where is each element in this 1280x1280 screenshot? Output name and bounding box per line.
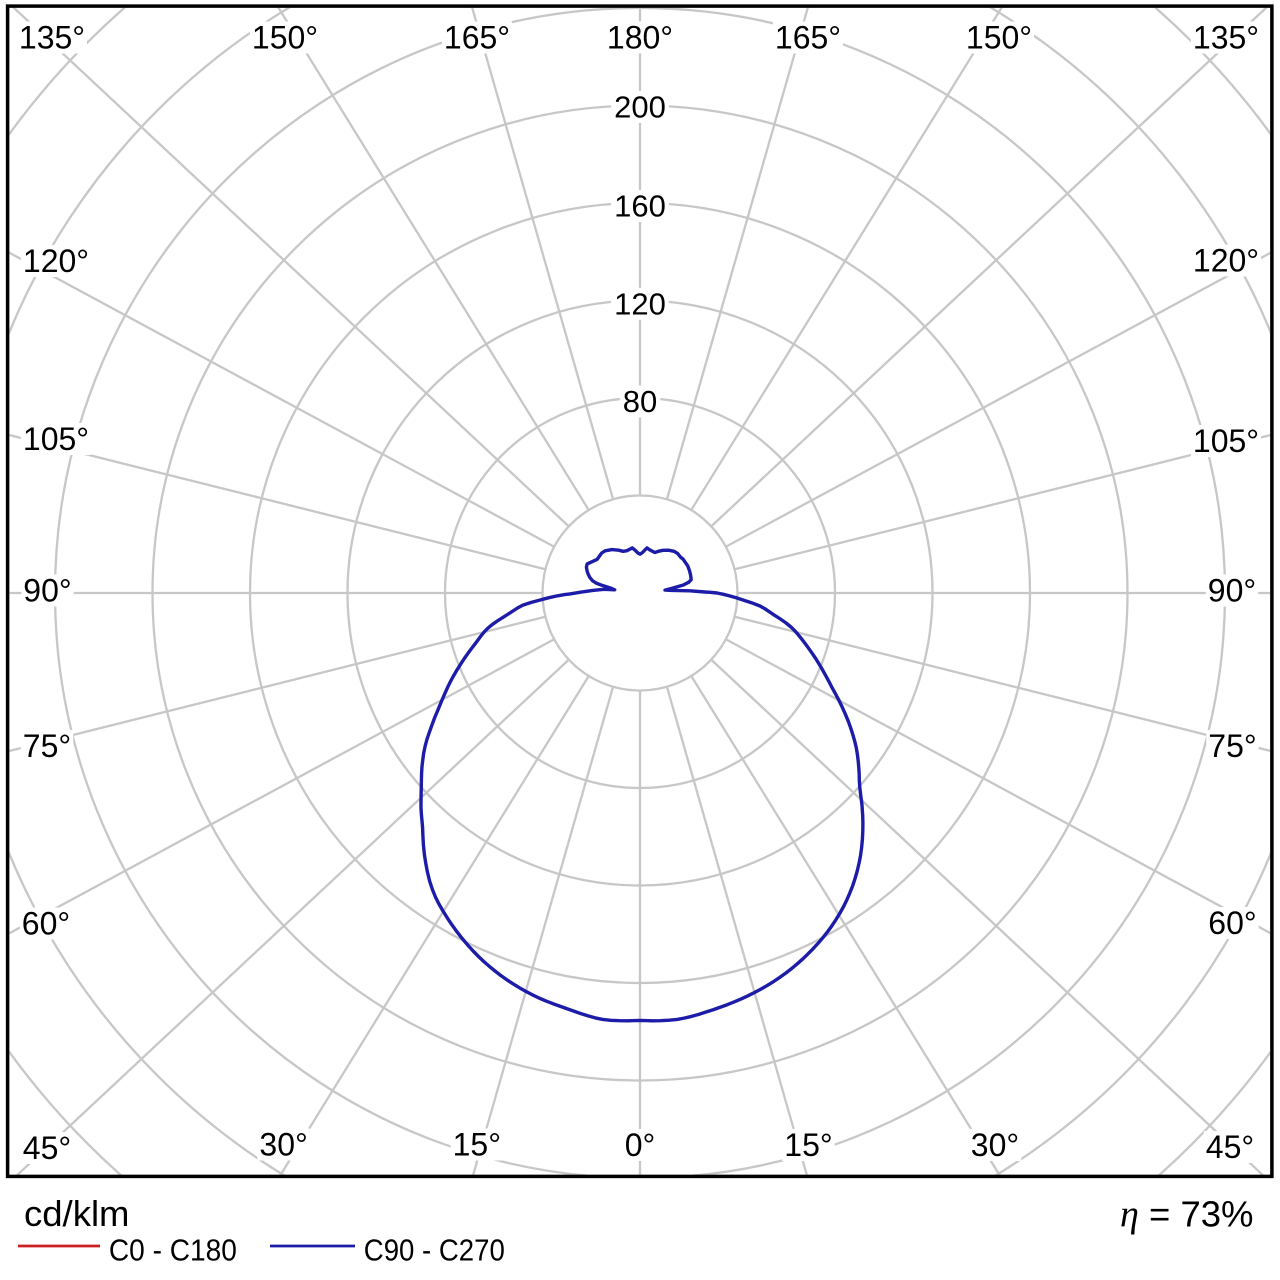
svg-text:120: 120 [614, 286, 666, 321]
svg-text:180°: 180° [607, 20, 673, 56]
svg-text:30°: 30° [259, 1127, 307, 1163]
svg-text:60°: 60° [22, 906, 70, 942]
svg-text:0°: 0° [625, 1127, 656, 1163]
svg-text:90°: 90° [23, 573, 71, 609]
svg-text:135°: 135° [19, 20, 85, 56]
svg-text:30°: 30° [971, 1127, 1019, 1163]
svg-text:150°: 150° [966, 20, 1032, 56]
svg-text:80: 80 [623, 384, 657, 419]
svg-text:C90 - C270: C90 - C270 [364, 1233, 505, 1268]
svg-text:45°: 45° [1206, 1129, 1254, 1165]
svg-text:15°: 15° [453, 1127, 501, 1163]
svg-text:150°: 150° [252, 20, 318, 56]
svg-text:η = 73%: η = 73% [1120, 1193, 1254, 1235]
svg-text:105°: 105° [1193, 423, 1259, 459]
svg-text:165°: 165° [775, 20, 841, 56]
svg-text:105°: 105° [23, 421, 89, 457]
svg-text:60°: 60° [1208, 905, 1256, 941]
svg-text:90°: 90° [1208, 573, 1256, 609]
svg-text:75°: 75° [1208, 728, 1256, 764]
svg-text:120°: 120° [1193, 243, 1259, 279]
svg-text:165°: 165° [444, 20, 510, 56]
svg-text:120°: 120° [23, 243, 89, 279]
svg-text:15°: 15° [784, 1127, 832, 1163]
svg-text:200: 200 [614, 89, 666, 124]
svg-text:cd/klm: cd/klm [24, 1193, 129, 1234]
svg-text:75°: 75° [23, 728, 71, 764]
svg-text:45°: 45° [23, 1130, 71, 1166]
svg-text:C0 - C180: C0 - C180 [109, 1233, 237, 1268]
svg-text:135°: 135° [1193, 20, 1259, 56]
svg-text:160: 160 [614, 189, 666, 224]
